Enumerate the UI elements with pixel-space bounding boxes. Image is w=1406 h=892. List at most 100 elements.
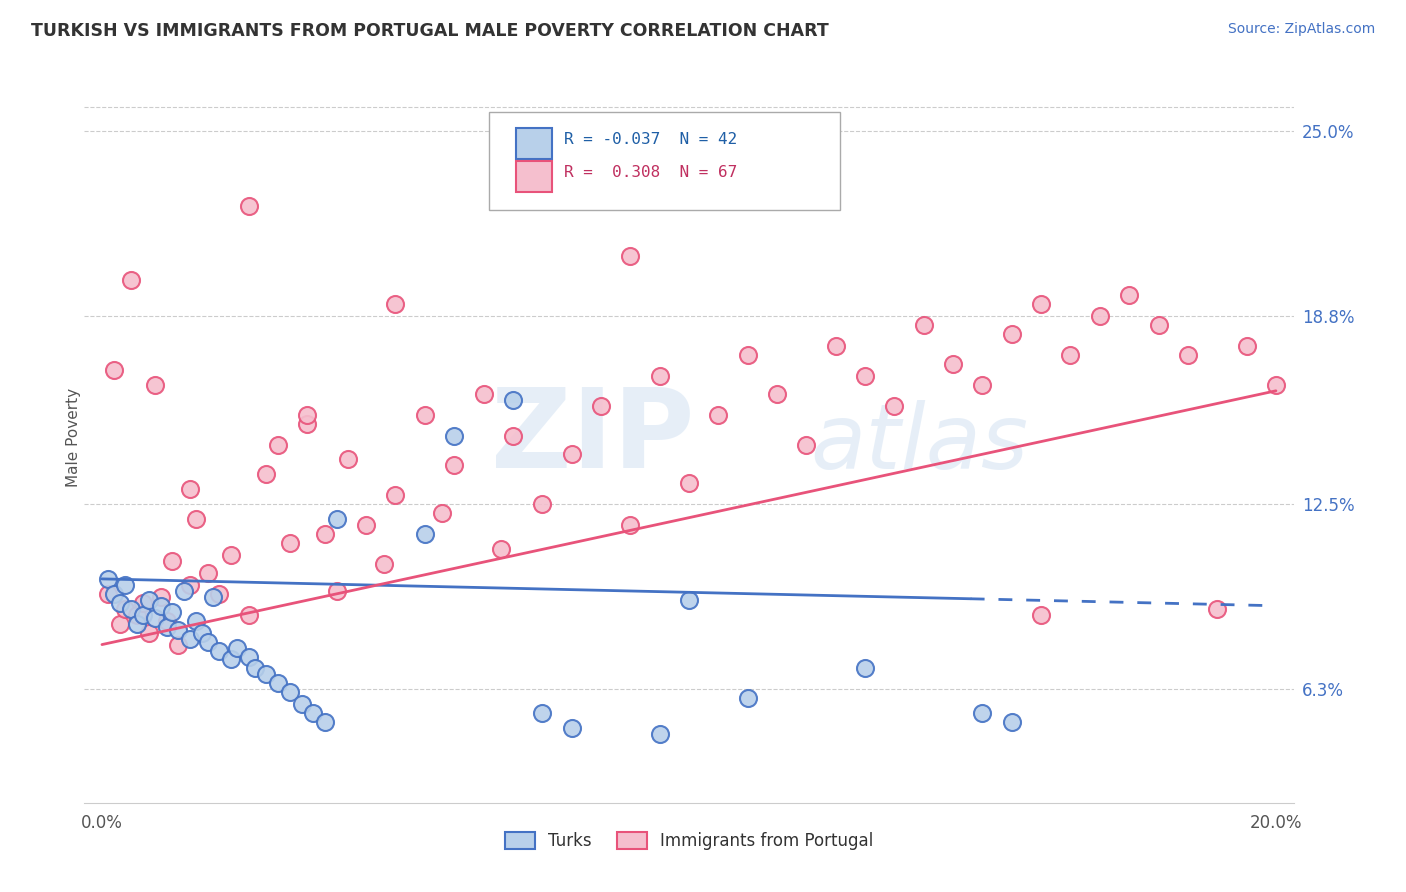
- Point: [143, 377, 166, 392]
- Point: [219, 548, 242, 562]
- Point: [197, 566, 219, 580]
- Point: [1236, 339, 1258, 353]
- Point: [337, 452, 360, 467]
- Point: [354, 518, 377, 533]
- Bar: [516, 161, 553, 192]
- Point: [132, 596, 155, 610]
- Point: [912, 318, 935, 332]
- Point: [972, 377, 994, 392]
- Point: [226, 640, 249, 655]
- Point: [297, 417, 319, 431]
- Point: [561, 446, 583, 460]
- Point: [1088, 309, 1111, 323]
- Point: [162, 554, 184, 568]
- Point: [108, 616, 131, 631]
- Point: [326, 583, 349, 598]
- Point: [108, 596, 131, 610]
- Point: [326, 512, 349, 526]
- Point: [97, 572, 120, 586]
- Point: [238, 649, 260, 664]
- Point: [589, 399, 612, 413]
- Point: [254, 467, 277, 482]
- Point: [737, 691, 759, 706]
- Point: [853, 368, 876, 383]
- Point: [413, 527, 436, 541]
- Point: [794, 437, 817, 451]
- Point: [197, 634, 219, 648]
- Point: [561, 721, 583, 735]
- Point: [219, 652, 242, 666]
- Point: [238, 607, 260, 622]
- Point: [114, 601, 136, 615]
- Y-axis label: Male Poverty: Male Poverty: [66, 387, 80, 487]
- Point: [531, 706, 554, 721]
- Point: [143, 610, 166, 624]
- Point: [1029, 297, 1052, 311]
- Point: [489, 542, 512, 557]
- Point: [1001, 715, 1024, 730]
- Point: [184, 512, 207, 526]
- Point: [384, 297, 406, 311]
- Point: [648, 727, 671, 741]
- Point: [208, 643, 231, 657]
- Point: [97, 587, 120, 601]
- Point: [1001, 327, 1024, 342]
- Point: [1059, 348, 1081, 362]
- Point: [883, 399, 905, 413]
- Point: [1177, 348, 1199, 362]
- Point: [648, 368, 671, 383]
- Point: [766, 386, 789, 401]
- Point: [179, 632, 201, 646]
- Point: [619, 518, 641, 533]
- Point: [278, 536, 301, 550]
- Point: [202, 590, 225, 604]
- Point: [238, 199, 260, 213]
- Point: [162, 605, 184, 619]
- Text: atlas: atlas: [810, 401, 1028, 489]
- Point: [267, 676, 290, 690]
- Point: [114, 578, 136, 592]
- Point: [942, 357, 965, 371]
- Point: [120, 601, 142, 615]
- Point: [314, 527, 336, 541]
- Point: [972, 706, 994, 721]
- Text: ZIP: ZIP: [491, 384, 695, 491]
- Point: [103, 363, 125, 377]
- Point: [1147, 318, 1170, 332]
- Point: [619, 250, 641, 264]
- Point: [678, 476, 700, 491]
- Point: [167, 623, 190, 637]
- Point: [314, 715, 336, 730]
- Point: [290, 698, 312, 712]
- Point: [127, 616, 149, 631]
- Point: [149, 590, 172, 604]
- Point: [413, 408, 436, 422]
- Point: [179, 483, 201, 497]
- Point: [208, 587, 231, 601]
- Point: [502, 428, 524, 442]
- Point: [184, 614, 207, 628]
- Point: [707, 408, 730, 422]
- Point: [824, 339, 846, 353]
- Point: [243, 661, 266, 675]
- Point: [138, 625, 160, 640]
- Point: [531, 497, 554, 511]
- Point: [1118, 288, 1140, 302]
- Point: [149, 599, 172, 613]
- Text: TURKISH VS IMMIGRANTS FROM PORTUGAL MALE POVERTY CORRELATION CHART: TURKISH VS IMMIGRANTS FROM PORTUGAL MALE…: [31, 22, 828, 40]
- Point: [1264, 377, 1286, 392]
- Point: [155, 614, 177, 628]
- Point: [432, 506, 454, 520]
- Text: R = -0.037  N = 42: R = -0.037 N = 42: [564, 132, 738, 147]
- Point: [384, 488, 406, 502]
- Legend: Turks, Immigrants from Portugal: Turks, Immigrants from Portugal: [498, 825, 880, 856]
- Point: [443, 458, 465, 473]
- Point: [302, 706, 325, 721]
- Point: [173, 583, 195, 598]
- Point: [120, 273, 142, 287]
- Text: Source: ZipAtlas.com: Source: ZipAtlas.com: [1227, 22, 1375, 37]
- Point: [127, 607, 149, 622]
- Point: [297, 408, 319, 422]
- Point: [179, 578, 201, 592]
- Bar: [516, 128, 553, 159]
